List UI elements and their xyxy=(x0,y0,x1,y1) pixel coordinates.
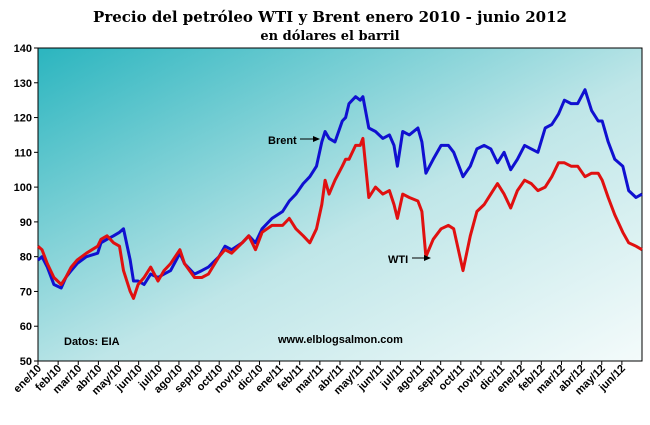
wti-arrow-head xyxy=(424,255,431,261)
y-tick-label: 130 xyxy=(14,78,32,90)
brent-arrow-head xyxy=(313,136,320,142)
chart-subtitle: en dólares el barril xyxy=(260,29,399,44)
plot-background xyxy=(37,47,643,362)
y-tick-label: 110 xyxy=(14,147,32,159)
y-tick-label: 70 xyxy=(20,286,32,298)
y-axis: 50 60 70 80 90 100 110 120 130 140 xyxy=(14,43,38,368)
y-tick-label: 90 xyxy=(20,217,32,229)
y-tick-label: 140 xyxy=(14,43,32,55)
y-tick-label: 120 xyxy=(14,113,32,125)
x-axis: ene/10feb/10mar/10abr/10may/10jun/10jul/… xyxy=(11,361,628,398)
series-lines xyxy=(37,88,643,300)
chart-title: Precio del petróleo WTI y Brent enero 20… xyxy=(93,8,567,26)
website-label: www.elblogsalmon.com xyxy=(277,334,403,346)
wti-label: WTI xyxy=(388,254,408,266)
y-tick-label: 60 xyxy=(20,321,32,333)
brent-label: Brent xyxy=(268,135,297,147)
y-tick-label: 50 xyxy=(20,356,32,368)
annotation-arrows xyxy=(300,136,431,261)
y-tick-label: 100 xyxy=(14,182,32,194)
plot-area xyxy=(37,47,643,362)
source-label: Datos: EIA xyxy=(64,336,120,348)
series-line-wti xyxy=(37,136,643,300)
y-tick-label: 80 xyxy=(20,252,32,264)
series-line-brent xyxy=(37,88,643,290)
